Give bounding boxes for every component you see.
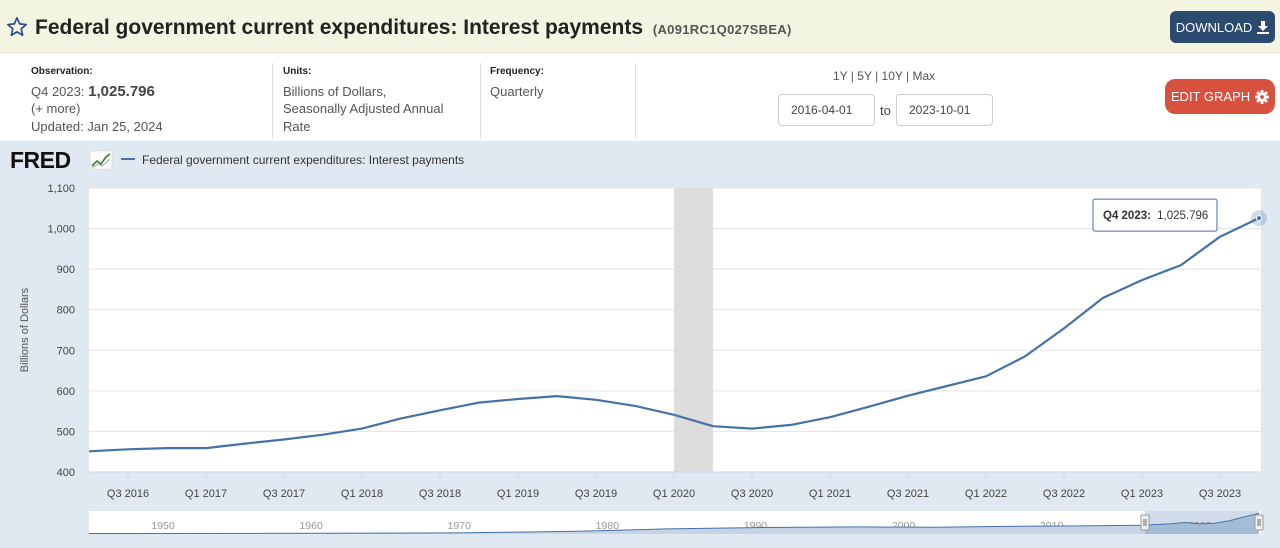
frequency-value: Quarterly [490,83,544,99]
navigator-line [88,512,1260,534]
x-tick-label: Q1 2023 [1121,488,1163,500]
range-1y[interactable]: 1Y [833,69,848,83]
divider [635,63,636,139]
navigator-year-label: 1960 [299,520,323,532]
gear-icon [1255,89,1270,104]
navigator-area [89,513,1259,534]
y-axis-label: Billions of Dollars [19,287,31,372]
tooltip: Q4 2023: 1,025.796 [1092,198,1218,232]
to-label: to [880,103,891,118]
x-tick-label: Q1 2017 [185,488,227,500]
units-line: Rate [283,118,311,134]
marker-point [1256,215,1262,222]
updated-date: Updated: Jan 25, 2024 [31,118,163,134]
start-date-input[interactable]: 2016-04-01 [778,94,875,126]
x-tick-label: Q3 2020 [731,488,773,500]
hover-marker [1251,210,1267,227]
frequency-block: Frequency: Quarterly [490,63,544,100]
x-tick-label: Q3 2021 [887,488,929,500]
units-line: Billions of Dollars, [283,83,387,99]
navigator-year-label: 1970 [448,520,472,532]
y-tick-label: 900 [57,264,75,276]
end-date-input[interactable]: 2023-10-01 [896,94,993,126]
navigator-year-label: 1980 [596,520,620,532]
fred-logo: FRED [10,147,71,173]
frequency-label: Frequency: [490,66,544,77]
more-link[interactable]: (+ more) [31,101,81,116]
navigator-handles[interactable] [1140,514,1264,531]
star-icon[interactable] [6,16,28,38]
svg-text:Q4 2023: 1,025.796: Q4 2023: 1,025.796 [1103,210,1208,222]
range-5y[interactable]: 5Y [857,69,872,83]
navigator-selection[interactable] [1144,511,1259,534]
y-axis-ticks: 400 500 600 700 800 900 1,000 1,100 [47,183,75,479]
tooltip-value: 1,025.796 [1157,210,1208,222]
x-axis-ticks: Q3 2016 Q1 2017 Q3 2017 Q1 2018 Q3 2018 Q1 20… [89,471,1261,500]
x-tick-label: Q3 2023 [1199,488,1241,500]
header-bar: Federal government current expenditures:… [0,0,1280,53]
navigator-year-label: 1950 [151,520,175,532]
x-tick-label: Q3 2019 [575,488,617,500]
range-selector: 1Y | 5Y | 10Y | Max [833,69,936,83]
navigator-handle [1254,514,1264,531]
divider [480,63,481,139]
x-tick-label: Q3 2022 [1043,488,1085,500]
line-chart[interactable]: FRED Federal government current expendit… [0,141,1280,548]
observation-period: Q4 2023: [31,83,85,99]
x-tick-label: Q1 2021 [809,488,851,500]
y-tick-label: 400 [57,467,75,479]
download-label: DOWNLOAD [1175,19,1253,35]
x-tick-label: Q3 2018 [419,488,461,500]
observation-value: 1,025.796 [88,82,155,100]
y-tick-label: 700 [57,345,75,357]
x-tick-label: Q1 2022 [965,488,1007,500]
units-label: Units: [283,66,312,77]
page-title: Federal government current expenditures:… [35,16,792,40]
fred-logo-icon [89,150,113,170]
units-block: Units: Billions of Dollars, Seasonally A… [283,63,443,135]
x-tick-label: Q1 2018 [341,488,383,500]
series-title: Federal government current expenditures:… [35,16,644,39]
range-max[interactable]: Max [912,69,936,83]
y-tick-label: 1,100 [47,183,75,195]
y-tick-label: 1,000 [47,224,75,236]
chart-area: FRED Federal government current expendit… [0,141,1280,548]
x-tick-label: Q3 2016 [107,488,149,500]
download-button[interactable]: DOWNLOAD [1170,11,1275,43]
metadata-panel: Observation: Q4 2023: 1,025.796 (+ more)… [0,53,1280,141]
y-tick-label: 500 [57,426,75,438]
series-id: (A091RC1Q027SBEA) [652,22,792,37]
legend-label: Federal government current expenditures:… [142,153,464,167]
observation-label: Observation: [31,66,93,77]
y-tick-label: 800 [57,305,75,317]
edit-graph-label: EDIT GRAPH [1170,89,1251,104]
observation-block: Observation: Q4 2023: 1,025.796 (+ more)… [31,63,163,135]
x-tick-label: Q1 2020 [653,488,695,500]
recession-shading [674,188,713,472]
divider [272,63,273,139]
units-line: Seasonally Adjusted Annual [283,101,444,116]
x-tick-label: Q3 2017 [263,488,305,500]
download-icon [1257,20,1270,34]
x-tick-label: Q1 2019 [497,488,539,500]
tooltip-period: Q4 2023: [1103,210,1151,222]
series-line [88,217,1260,453]
edit-graph-button[interactable]: EDIT GRAPH [1165,79,1275,114]
navigator-handle [1140,514,1150,531]
range-10y[interactable]: 10Y [881,69,903,83]
y-tick-label: 600 [57,386,75,398]
